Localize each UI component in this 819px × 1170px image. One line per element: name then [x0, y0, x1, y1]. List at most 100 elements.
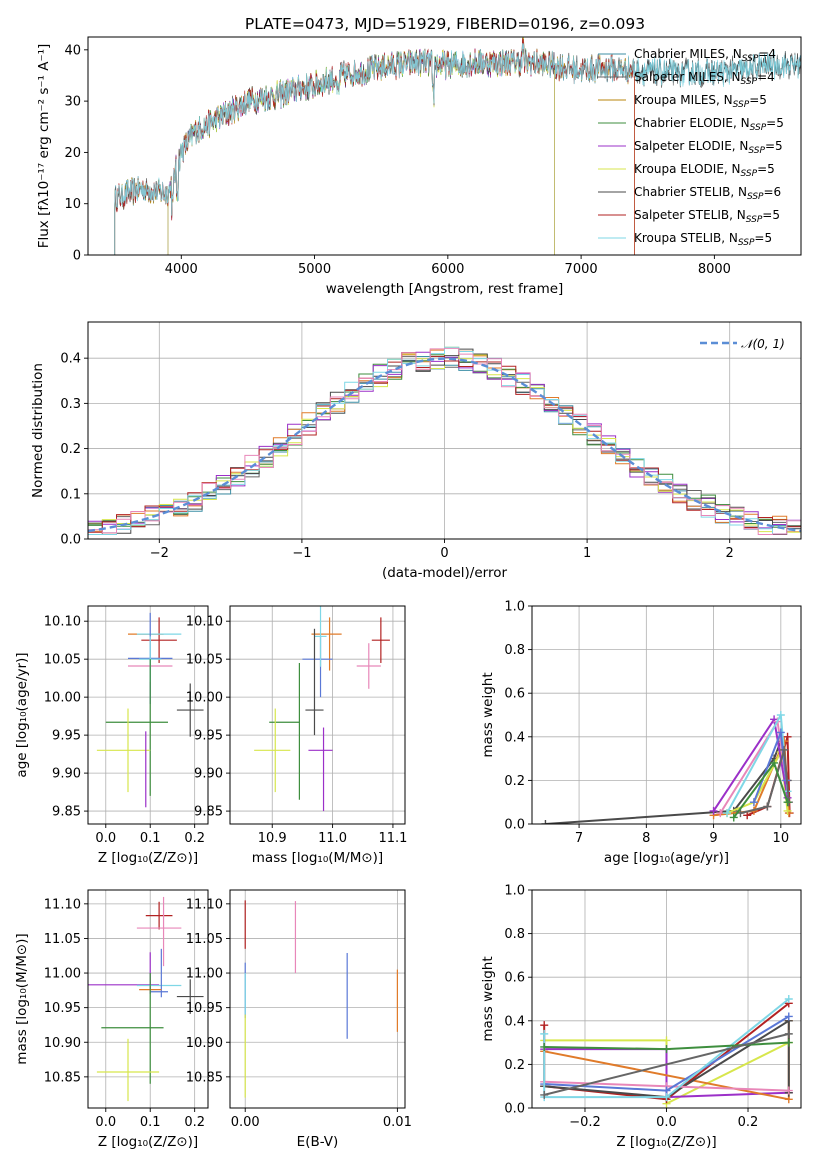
weight-marker [783, 732, 792, 741]
y-tick-label: 10.05 [44, 653, 81, 668]
weight-marker [770, 758, 779, 767]
x-tick-label: 0.2 [184, 831, 205, 846]
x-tick-label: 0.0 [95, 831, 116, 846]
panel-mass-vs-Z: 0.0 0.1 0.2 10.85 10.90 10.95 11.00 11.05 11.10 Z… [14, 889, 209, 1150]
weight-line-1 [544, 1048, 789, 1099]
weight-marker [763, 802, 772, 811]
x-tick-label: 0 [440, 546, 448, 561]
y-tick-label: 10.90 [44, 1036, 81, 1051]
y-tick-label: 10.10 [186, 615, 223, 630]
plot-area [541, 711, 794, 824]
legend-label: Salpeter ELODIE, NSSP=5 [634, 139, 783, 156]
weight-marker [749, 798, 758, 807]
plot-area [96, 612, 204, 808]
weight-marker [783, 806, 792, 815]
y-tick-label: 10.05 [186, 653, 223, 668]
y-tick-label: 0.4 [504, 730, 525, 745]
axes-frame [229, 889, 406, 1109]
y-tick-label: 0.4 [60, 352, 81, 367]
normal-curve [88, 357, 801, 533]
legend-label: Chabrier ELODIE, NSSP=5 [634, 116, 784, 133]
y-tick-label: 11.00 [44, 967, 81, 982]
y-tick-label: 20 [64, 146, 81, 161]
panel-spectrum: 4000 5000 6000 7000 8000 0 10 20 30 40 wavelength … [36, 36, 802, 297]
x-tick-label: 0.2 [738, 1115, 759, 1130]
axes-frame [87, 605, 209, 825]
x-axis-label: wavelength [Angstrom, rest frame] [326, 281, 564, 297]
x-tick-label: 1 [583, 546, 591, 561]
error-point-9 [176, 979, 204, 1014]
y-tick-label: 9.95 [52, 729, 81, 744]
y-tick-label: 10.00 [44, 691, 81, 706]
plot-area [88, 346, 801, 535]
weight-marker [662, 1045, 671, 1054]
panel-weight-vs-Z: −0.2 0.0 0.2 0.0 0.2 0.4 0.6 0.8 1.0 Z [log₁₀(Z/Z… [480, 884, 802, 1150]
x-axis-label: Z [log₁₀(Z/Z⊙)] [616, 1134, 716, 1150]
x-tick-label: 0.2 [184, 1115, 205, 1130]
error-point-6 [314, 606, 327, 667]
plot-area [254, 606, 390, 812]
weight-marker [662, 1036, 671, 1045]
error-point-6 [176, 683, 204, 737]
weight-marker [780, 745, 789, 754]
weight-marker [729, 813, 738, 822]
y-tick-label: 0.2 [504, 774, 525, 789]
panel-age-vs-Z: 0.0 0.1 0.2 9.85 9.90 9.95 10.00 10.05 10.10 Z [l… [14, 605, 209, 866]
weight-line-4 [544, 1019, 790, 1099]
weight-marker [784, 1012, 793, 1021]
weight-marker [716, 809, 725, 818]
y-tick-label: 0.8 [504, 643, 525, 658]
y-tick-label: 0.2 [60, 442, 81, 457]
x-tick-label: 11.1 [378, 831, 407, 846]
weight-line-9 [543, 1032, 790, 1096]
axes-frame [87, 889, 209, 1109]
legend-label: Chabrier MILES, NSSP=4 [634, 47, 776, 64]
figure-title: PLATE=0473, MJD=51929, FIBERID=0196, z=0… [245, 15, 645, 33]
y-tick-label: 11.10 [44, 897, 81, 912]
legend-label: Salpeter MILES, NSSP=4 [634, 70, 775, 87]
legend-label: Kroupa STELIB, NSSP=5 [634, 231, 772, 248]
weight-marker [784, 1038, 793, 1047]
error-point-0 [145, 901, 173, 930]
y-axis-label: Normed distribution [30, 363, 46, 498]
y-tick-label: 9.85 [194, 805, 223, 820]
weight-line-7 [543, 998, 790, 1099]
y-tick-label: 30 [64, 95, 81, 110]
plots: 4000 5000 6000 7000 8000010203040wavelength … [14, 36, 802, 1150]
y-tick-label: 0.6 [504, 971, 525, 986]
y-tick-label: 1.0 [504, 884, 525, 899]
legend-label: Salpeter STELIB, NSSP=5 [634, 208, 780, 225]
weight-marker [540, 1090, 549, 1099]
weight-marker [784, 995, 793, 1003]
x-tick-label: 7000 [565, 262, 598, 277]
y-tick-label: 0.1 [60, 487, 81, 502]
x-axis-label: age [log₁₀(age/yr)] [604, 850, 729, 866]
y-tick-label: 9.85 [52, 805, 81, 820]
panel-age-vs-mass: 10.9 11.0 11.1 9.85 9.90 9.95 10.00 10.05 10.10 m… [186, 605, 407, 866]
weight-line-8 [740, 748, 790, 815]
plot-area [244, 900, 398, 1098]
x-tick-label: 8 [642, 831, 650, 846]
x-tick-label: 9 [709, 831, 717, 846]
axes-frame [531, 605, 802, 825]
x-tick-label: 10.9 [258, 831, 287, 846]
y-axis-label: mass [log₁₀(M/M⊙)] [14, 933, 30, 1064]
plot-area [540, 995, 793, 1108]
x-tick-label: 0.0 [656, 1115, 677, 1130]
x-tick-label: 7 [575, 831, 583, 846]
weight-marker [723, 809, 732, 818]
legend-label: Kroupa ELODIE, NSSP=5 [634, 162, 775, 179]
y-tick-label: 10.85 [44, 1070, 81, 1085]
weight-marker [784, 1086, 793, 1095]
y-tick-label: 1.0 [504, 600, 525, 615]
x-tick-label: 5000 [298, 262, 331, 277]
y-tick-label: 0 [73, 249, 81, 264]
x-tick-label: 4000 [165, 262, 198, 277]
y-tick-label: 11.10 [186, 897, 223, 912]
histogram-9 [88, 347, 801, 535]
x-tick-label: 8000 [698, 262, 731, 277]
y-tick-label: 0.0 [504, 818, 525, 833]
weight-marker [776, 728, 785, 737]
error-point-2 [371, 617, 390, 663]
x-tick-label: −0.2 [569, 1115, 601, 1130]
